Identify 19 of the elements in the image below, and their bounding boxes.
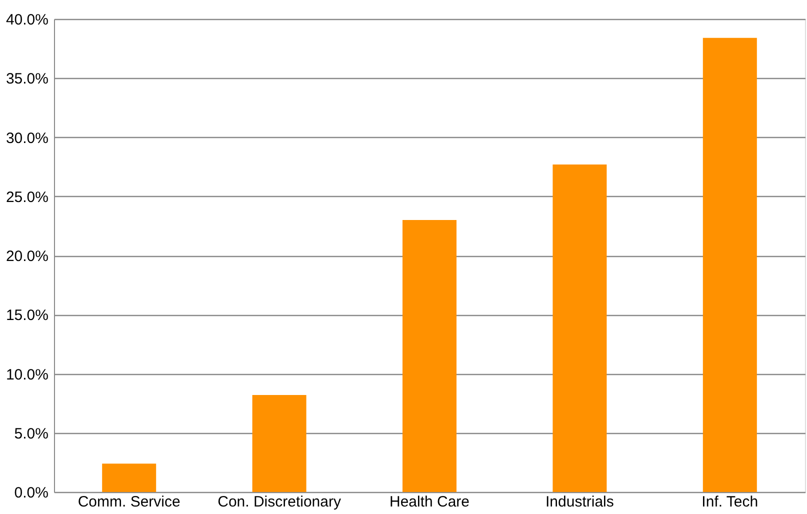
y-tick-label: 15.0%: [6, 307, 48, 324]
bar: [252, 395, 306, 492]
y-tick-label: 5.0%: [14, 425, 48, 442]
bar: [102, 464, 156, 492]
y-tick-label: 20.0%: [6, 248, 48, 265]
bar: [552, 164, 607, 492]
y-tick-label: 25.0%: [6, 188, 48, 206]
x-tick-label: Industrials: [546, 494, 614, 510]
y-tick-label: 35.0%: [6, 70, 48, 88]
x-tick-label: Health Care: [389, 494, 470, 510]
bar: [702, 38, 757, 492]
y-tick-label: 10.0%: [6, 366, 48, 384]
bar: [402, 220, 456, 492]
y-tick-label: 40.0%: [6, 12, 48, 28]
y-tick-label: 30.0%: [6, 130, 48, 147]
x-tick-label: Inf. Tech: [702, 494, 758, 510]
x-tick-label: Comm. Service: [78, 494, 180, 510]
y-tick-label: 0.0%: [14, 484, 48, 502]
x-tick-label: Con. Discretionary: [218, 494, 342, 510]
